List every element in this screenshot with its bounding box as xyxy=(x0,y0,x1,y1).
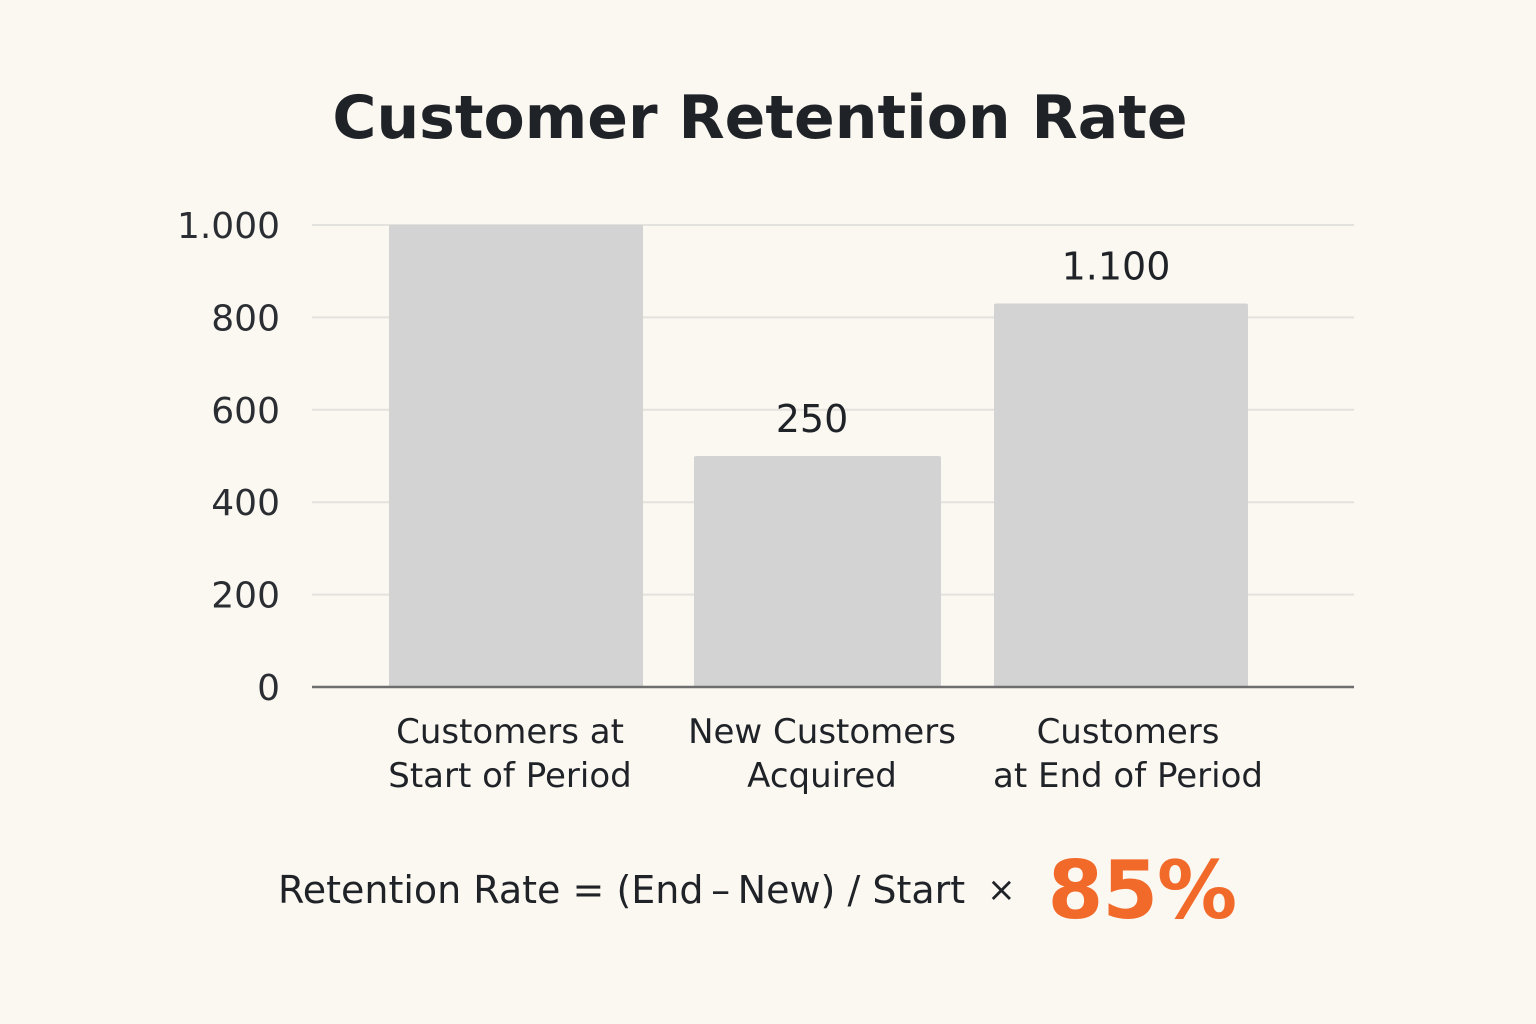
y-tick-label: 600 xyxy=(211,391,280,432)
y-tick-label: 1.000 xyxy=(177,206,280,247)
formula-expression: Retention Rate = (End – New) / Start xyxy=(278,868,966,912)
x-category-label: Customers at xyxy=(396,712,624,752)
x-category-label: Acquired xyxy=(747,756,897,796)
bar xyxy=(389,225,643,687)
formula-result: 85% xyxy=(1047,843,1237,937)
y-tick-label: 800 xyxy=(211,298,280,339)
y-tick-label: 0 xyxy=(257,668,280,709)
x-category-label: Start of Period xyxy=(388,756,631,796)
bar xyxy=(694,456,941,687)
x-category-label: Customers xyxy=(1037,712,1220,752)
x-category-label: at End of Period xyxy=(993,756,1263,796)
bar-data-label: 1.100 xyxy=(1062,245,1171,289)
x-category-label: New Customers xyxy=(688,712,956,752)
bar xyxy=(994,303,1248,687)
formula-multiply-sign: × xyxy=(987,870,1016,910)
bar-data-label: 250 xyxy=(776,397,849,441)
retention-formula: Retention Rate = (End – New) / Start × 8… xyxy=(278,840,1237,940)
chart-title: Customer Retention Rate xyxy=(332,83,1188,153)
y-tick-label: 200 xyxy=(211,576,280,617)
y-tick-label: 400 xyxy=(211,483,280,524)
